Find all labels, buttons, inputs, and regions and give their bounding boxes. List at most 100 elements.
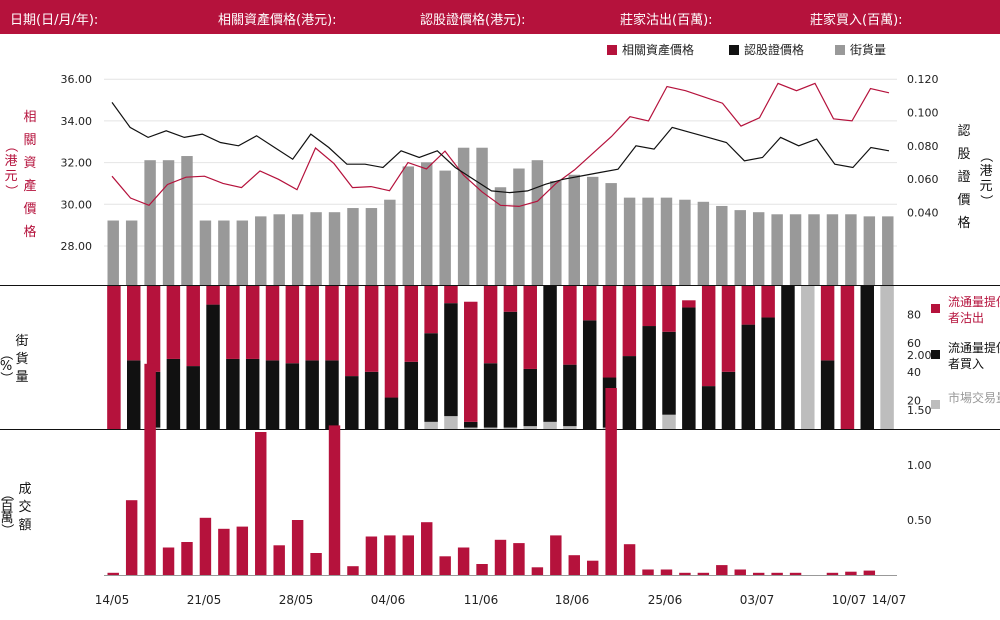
street-bar xyxy=(181,156,193,285)
street-bar xyxy=(310,212,322,285)
pct-axis-title: 貨 xyxy=(15,351,28,367)
market-volume-bar xyxy=(503,427,518,429)
x-tick-label: 14/05 xyxy=(95,593,130,607)
street-bar xyxy=(291,214,304,285)
market-volume-bar xyxy=(801,286,815,429)
market-volume-bar xyxy=(543,421,557,429)
street-bar xyxy=(808,214,820,285)
pct-axis-title: 街 xyxy=(15,334,28,349)
lp-sell-bar xyxy=(721,286,736,372)
street-bar xyxy=(697,201,710,285)
x-tick-label: 18/06 xyxy=(555,593,590,607)
turnover-axis-unit: （ xyxy=(0,487,14,500)
lp-sell-bar xyxy=(761,286,775,318)
lp-buy-label: 莊家買入(百萬): xyxy=(810,13,903,28)
lp-buy-bar xyxy=(820,360,835,429)
lp-sell-bar xyxy=(602,286,617,378)
lp-buy-bar xyxy=(483,363,498,428)
turnover-bar xyxy=(402,535,415,575)
lp-buy-bar xyxy=(860,286,875,429)
turnover-axis-unit: ） xyxy=(0,523,14,536)
lp-sell-bar xyxy=(424,286,438,334)
turnover-bar xyxy=(476,564,488,575)
y-right-axis-title: 認 xyxy=(957,123,970,139)
lp-sell-bar xyxy=(265,286,280,361)
street-bar xyxy=(845,214,857,285)
legend-swatch xyxy=(931,350,940,359)
lp-buy-bar xyxy=(364,371,379,429)
y-right-tick-label: 0.120 xyxy=(907,73,939,86)
turnover-bar xyxy=(347,566,359,575)
street-bar xyxy=(328,212,341,285)
lp-buy-bar xyxy=(285,363,300,429)
legend-label: 流通量提供 xyxy=(948,294,1000,309)
street-bar xyxy=(679,199,691,285)
lp-sell-bar xyxy=(305,286,319,361)
street-bar xyxy=(789,214,802,285)
legend-label: 街貨量 xyxy=(850,42,886,57)
turnover-bar xyxy=(384,535,396,575)
x-tick-label: 11/06 xyxy=(464,593,499,607)
street-bar xyxy=(494,187,507,285)
turnover-tick-label: 1.50 xyxy=(907,404,932,417)
x-tick-label: 04/06 xyxy=(371,593,406,607)
y-right-axis-unit: （ xyxy=(978,149,993,162)
turnover-bar xyxy=(845,571,857,575)
street-bar xyxy=(457,147,470,285)
warrant-price-line xyxy=(111,102,890,194)
turnover-bar xyxy=(789,572,802,575)
turnover-axis-title: 交 xyxy=(18,499,31,515)
street-bar xyxy=(586,176,599,285)
y-right-axis-unit: 港 xyxy=(979,164,992,179)
street-bar xyxy=(882,216,894,285)
x-tick-label: 28/05 xyxy=(279,593,314,607)
lp-buy-bar xyxy=(265,360,280,429)
lp-sell-bar xyxy=(325,286,339,361)
lp-buy-bar xyxy=(741,324,756,429)
lp-buy-bar xyxy=(404,361,419,429)
lp-buy-bar xyxy=(166,358,181,429)
street-bar xyxy=(716,205,728,285)
lp-sell-bar xyxy=(701,286,716,387)
lp-sell-label: 莊家沽出(百萬): xyxy=(620,13,713,28)
y-right-tick-label: 0.080 xyxy=(907,140,939,153)
y-left-axis-title: 資 xyxy=(23,156,36,171)
legend-swatch xyxy=(607,45,617,55)
lp-buy-bar xyxy=(781,286,795,429)
street-bar xyxy=(218,220,230,285)
lp-buy-bar xyxy=(245,358,260,429)
turnover-bar xyxy=(328,425,341,575)
header-bar: 日期(日/月/年): 相關資產價格(港元): 認股證價格(港元): 莊家沽出(百… xyxy=(0,0,1000,34)
underlying-price-line xyxy=(111,82,890,208)
turnover-axis-unit: 萬 xyxy=(0,511,13,526)
turnover-bar xyxy=(513,543,525,575)
lp-buy-bar xyxy=(582,320,597,429)
x-tick-label: 14/07 xyxy=(872,593,907,607)
street-bar xyxy=(402,166,415,285)
lp-sell-bar xyxy=(345,286,359,377)
turnover-bar xyxy=(642,569,654,575)
turnover-bar xyxy=(162,547,175,575)
y-right-axis-title: 證 xyxy=(957,169,970,185)
street-bar xyxy=(439,170,451,285)
turnover-bar xyxy=(586,560,599,575)
lp-sell-bar xyxy=(107,286,121,429)
legend-swatch xyxy=(729,45,739,55)
lp-buy-bar xyxy=(503,311,518,428)
turnover-axis-title: 成 xyxy=(18,482,31,497)
market-volume-bar xyxy=(880,286,894,429)
lp-buy-bar xyxy=(345,376,359,429)
turnover-bar xyxy=(679,572,691,575)
x-tick-label: 21/05 xyxy=(187,593,222,607)
pct-axis-unit: （ xyxy=(0,347,13,360)
turnover-bar xyxy=(771,572,783,575)
x-tick-label: 03/07 xyxy=(740,593,775,607)
lp-buy-bar xyxy=(721,371,736,429)
turnover-tick-label: 1.00 xyxy=(907,459,932,472)
y-right-tick-label: 0.100 xyxy=(907,106,939,119)
street-bar xyxy=(863,216,876,285)
turnover-bar xyxy=(107,572,119,575)
y-left-axis-unit: 港 xyxy=(4,154,17,169)
lp-sell-bar xyxy=(503,286,518,312)
turnover-bar xyxy=(125,500,138,575)
